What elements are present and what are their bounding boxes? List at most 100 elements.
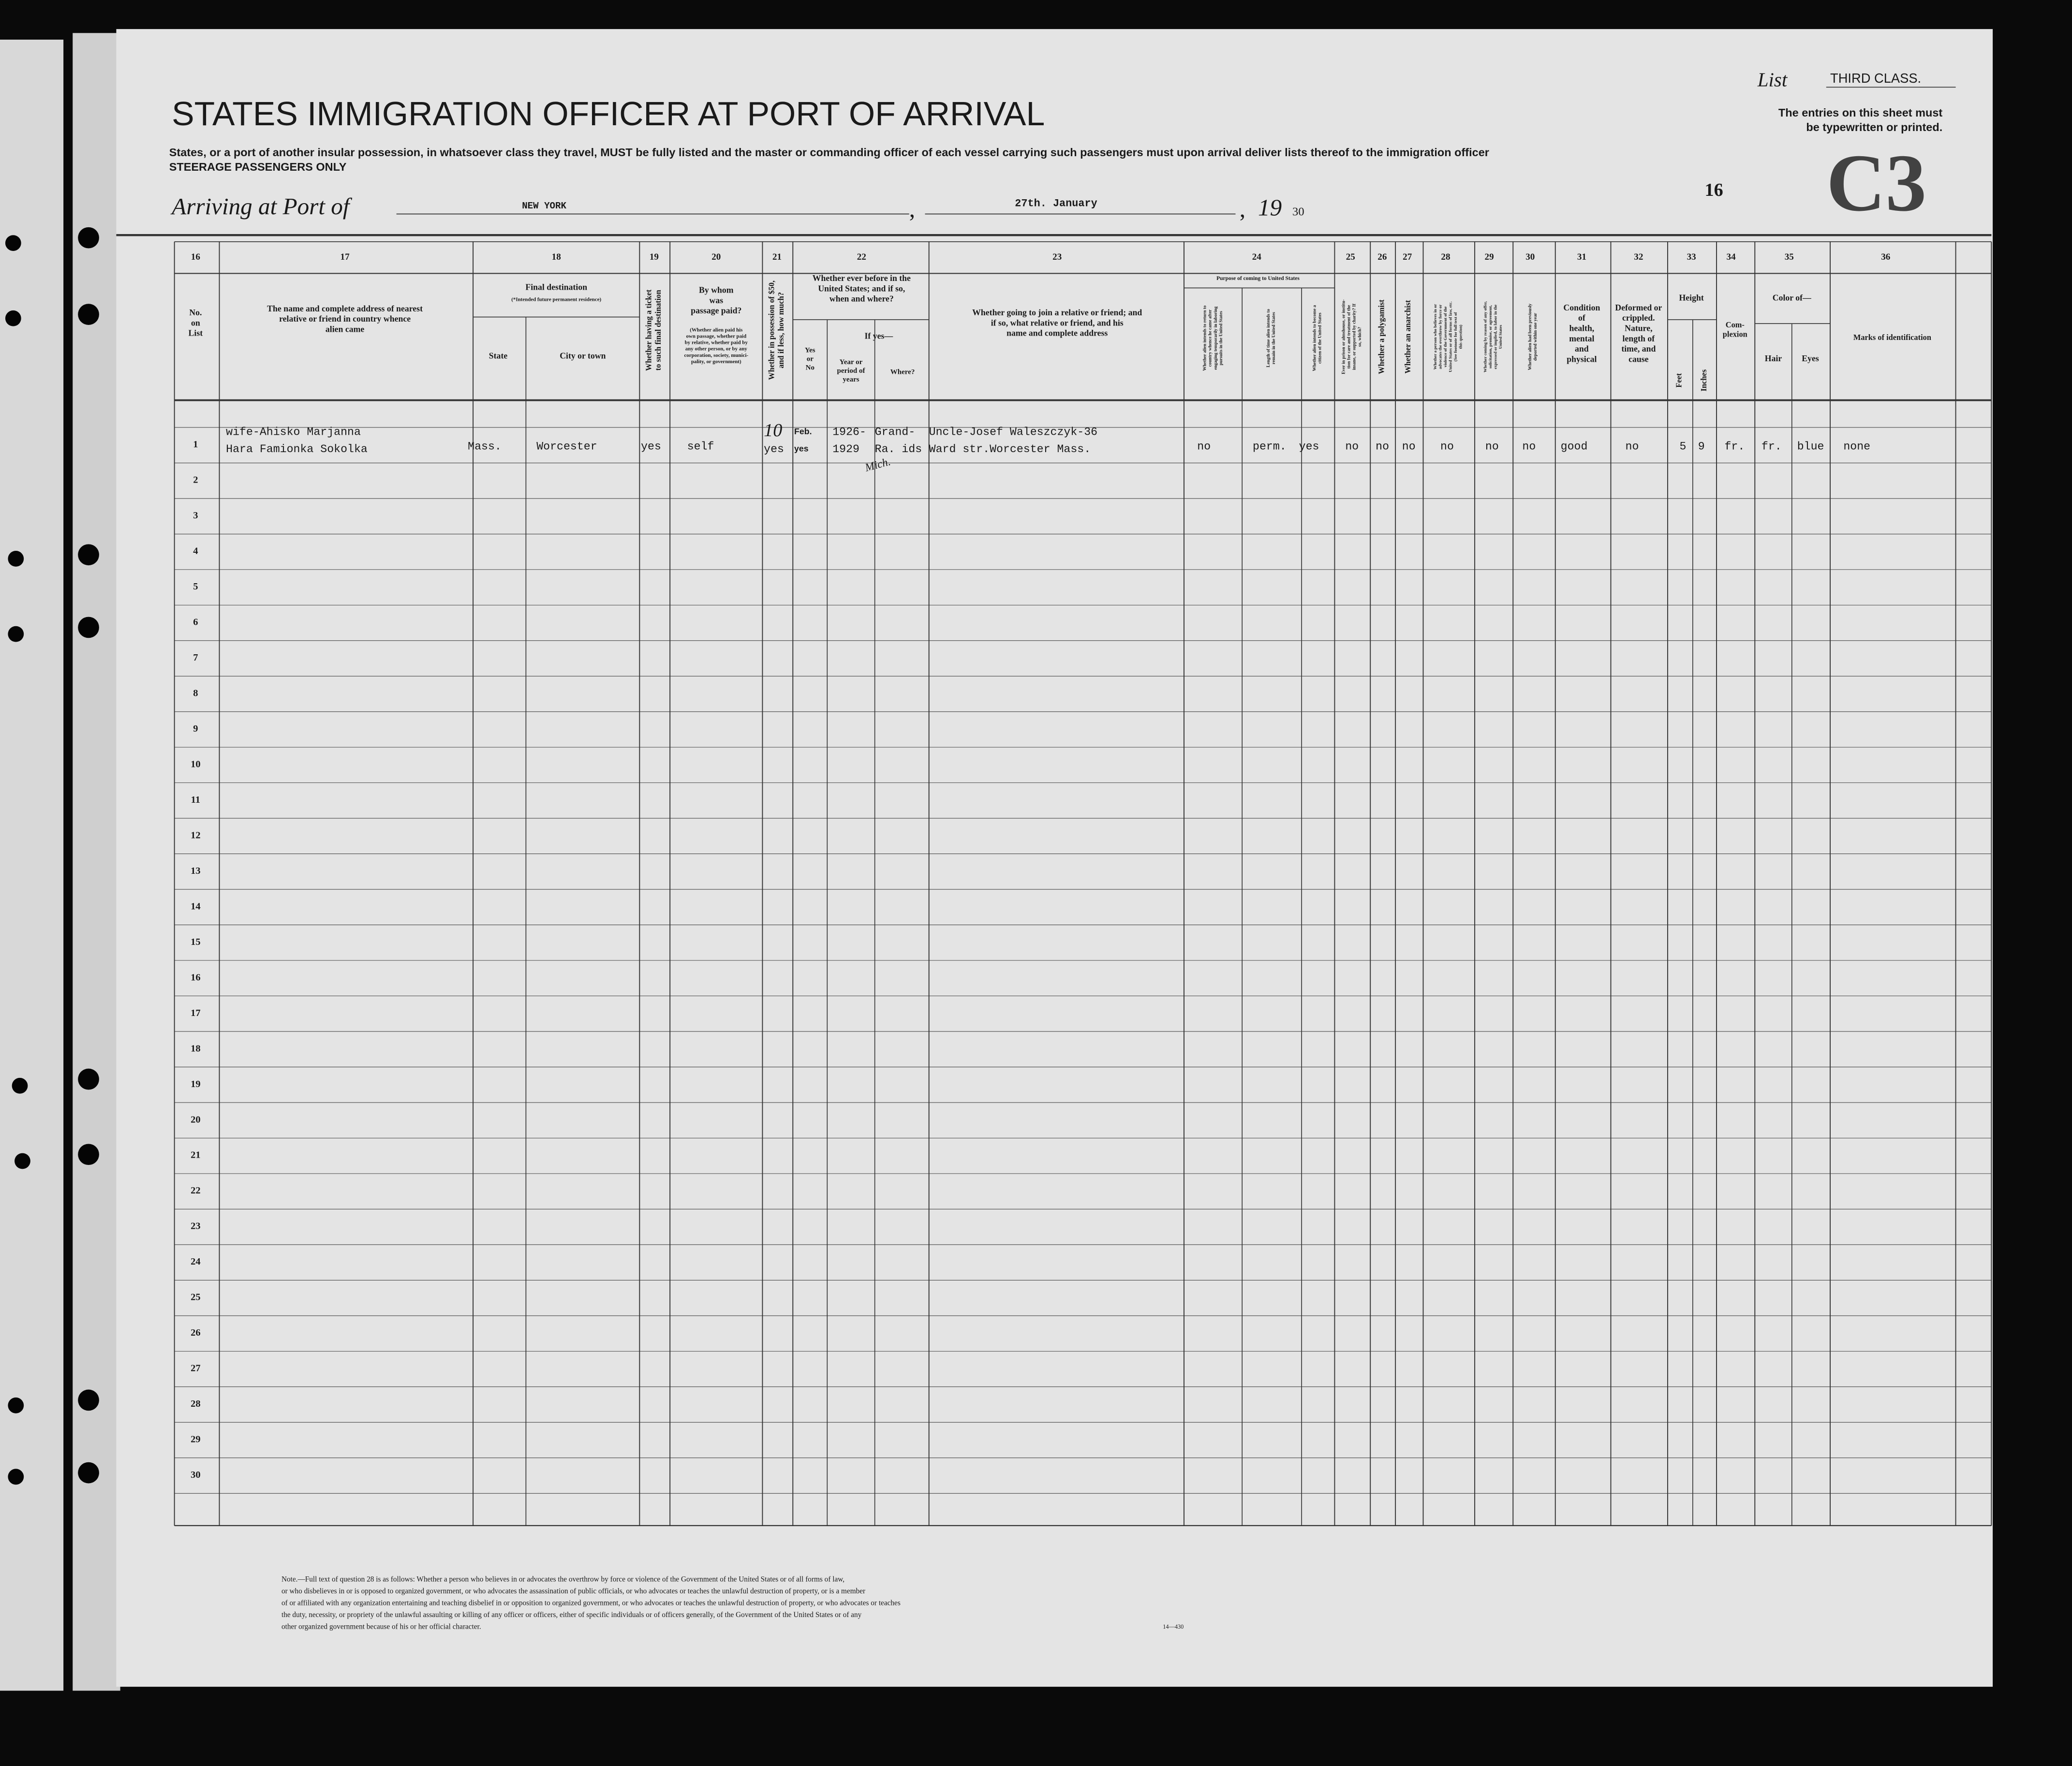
- comma: ,: [1240, 195, 1245, 222]
- column-header: period of: [837, 367, 866, 375]
- list-class: THIRD CLASS.: [1830, 71, 1921, 86]
- entry-cell: yes: [794, 443, 809, 453]
- year-suffix: 30: [1292, 205, 1304, 218]
- column-number: 28: [1441, 252, 1450, 262]
- paper: [116, 29, 1993, 1687]
- column-number: 25: [1346, 252, 1355, 262]
- column-number: 23: [1052, 252, 1062, 262]
- column-header: City or town: [560, 351, 606, 361]
- column-header: pursuits in the United States: [1219, 311, 1224, 366]
- column-header: remain in the United States: [1272, 312, 1276, 364]
- column-header: United States: [1498, 324, 1503, 349]
- entry-cell: no: [1376, 440, 1389, 453]
- entry-cell: Worcester: [536, 440, 597, 453]
- footnote: the duty, necessity, or propriety of the…: [281, 1611, 862, 1619]
- row-number: 2: [193, 475, 198, 486]
- column-header: engaging temporarily in laboring: [1214, 306, 1218, 369]
- entry-cell: 1926-: [832, 426, 866, 438]
- column-header: citizen of the United States: [1318, 312, 1323, 364]
- column-number: 33: [1687, 252, 1696, 262]
- comma: ,: [909, 195, 915, 222]
- entry-cell: Mass.: [468, 440, 502, 453]
- row-number: 4: [193, 546, 198, 557]
- row-number: 25: [191, 1292, 200, 1303]
- instructions: States, or a port of another insular pos…: [169, 146, 1489, 159]
- column-header: deported within one year: [1533, 313, 1538, 361]
- column-header: Inches: [1699, 369, 1708, 391]
- entry-cell: Uncle-Josef Waleszczyk-36: [929, 426, 1097, 438]
- column-number: 22: [857, 252, 866, 262]
- row-number: 19: [191, 1079, 200, 1089]
- entry-cell: 9: [1698, 440, 1705, 453]
- entry-cell: Hara Famionka Sokolka: [226, 443, 368, 456]
- form: List THIRD CLASS. STATES IMMIGRATION OFFIC…: [116, 69, 1992, 1631]
- column-header: Nature,: [1625, 323, 1652, 333]
- column-header: Whether a polygamist: [1377, 299, 1386, 374]
- arriving-label: Arriving at Port of: [170, 193, 353, 220]
- title: STATES IMMIGRATION OFFICER AT PORT OF AR…: [172, 95, 1045, 132]
- binder-holes: [5, 227, 99, 1485]
- column-header: alien came: [326, 324, 364, 334]
- column-number: 18: [552, 252, 561, 262]
- row-number: 30: [191, 1470, 200, 1480]
- page-edge: [0, 39, 64, 1691]
- column-header: Condition: [1563, 303, 1600, 312]
- row-number: 8: [193, 688, 198, 699]
- column-header: cause: [1628, 354, 1649, 364]
- column-header: length of: [1623, 334, 1656, 343]
- typewritten-note: be typewritten or printed.: [1806, 121, 1942, 133]
- column-header: advocates the overthrow by force or: [1438, 305, 1443, 369]
- column-header: violence of the Government of the: [1443, 306, 1448, 367]
- column-header: by relative, whether paid by: [685, 340, 748, 346]
- column-number: 34: [1727, 252, 1736, 262]
- entry-cell: wife-Ahisko Marjanna: [226, 426, 361, 438]
- column-header: plexion: [1723, 329, 1747, 338]
- row-number: 9: [193, 723, 198, 734]
- entry-cell: Grand-: [875, 426, 916, 438]
- column-header: Yes: [805, 346, 815, 354]
- entry-cell: no: [1402, 440, 1416, 453]
- column-header: country whence he came after: [1208, 309, 1213, 367]
- list-label: List: [1757, 69, 1788, 91]
- column-number: 21: [772, 252, 782, 262]
- column-header: relative or friend in country whence: [279, 314, 411, 324]
- row-number: 7: [193, 652, 198, 663]
- footnote: other organized government because of hi…: [281, 1623, 481, 1631]
- entry-cell: no: [1626, 440, 1639, 453]
- column-number: 17: [340, 252, 350, 262]
- binding: [73, 33, 120, 1691]
- row-number: 22: [191, 1185, 200, 1196]
- row-number: 28: [191, 1398, 200, 1409]
- column-header: Year or: [840, 358, 863, 366]
- column-header: crippled.: [1622, 313, 1655, 323]
- column-header: this question): [1458, 324, 1463, 349]
- column-header: expressed or implied, to labor in the: [1493, 305, 1498, 369]
- column-header: No: [806, 364, 814, 371]
- entry-cell: 1929: [832, 443, 859, 456]
- column-header: Hair: [1765, 353, 1782, 363]
- column-header: solicitation, promise, or agreement,: [1488, 305, 1493, 368]
- row-number: 14: [191, 901, 200, 912]
- column-header: If yes—: [865, 331, 893, 341]
- column-header: health,: [1569, 323, 1594, 333]
- entry-cell: Ward str.Worcester Mass.: [929, 443, 1091, 456]
- entry-cell: Feb.: [794, 427, 812, 436]
- column-header: Feet: [1674, 373, 1683, 388]
- row-number: 12: [191, 830, 200, 840]
- row-number: 6: [193, 617, 198, 628]
- row-number: 5: [193, 581, 198, 592]
- entry-cell: no: [1345, 440, 1359, 453]
- column-header: The name and complete address of nearest: [267, 304, 423, 313]
- footnote: Note.—Full text of question 28 is as fol…: [281, 1575, 844, 1583]
- column-header: Marks of identification: [1853, 333, 1931, 342]
- entry-cell: no: [1485, 440, 1499, 453]
- typewritten-note: The entries on this sheet must: [1778, 106, 1943, 119]
- column-header: if so, what relative or friend, and his: [991, 318, 1124, 327]
- row-number: 23: [191, 1221, 200, 1232]
- column-number: 20: [711, 252, 721, 262]
- footnote: of or affiliated with any organization e…: [281, 1599, 901, 1607]
- entry-cell: good: [1561, 440, 1588, 453]
- column-header: Whether alien had been previously: [1528, 303, 1533, 370]
- entry-cell: 10: [764, 420, 782, 441]
- column-header: name and complete address: [1006, 328, 1108, 338]
